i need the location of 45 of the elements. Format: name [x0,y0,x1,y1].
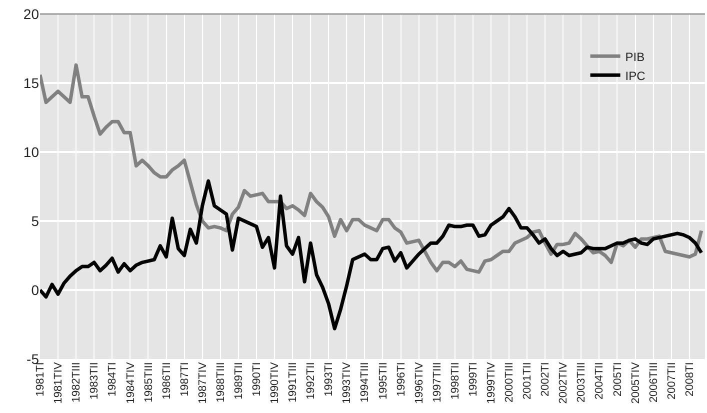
x-tick-label: 1987TI [178,362,191,396]
x-tick-label: 1990TI [251,362,264,396]
x-tick-label: 2002TI [540,362,552,396]
x-tick-label: 2003TIII [576,362,588,403]
legend-label: PIB [625,50,645,64]
x-tick-label: 2005TI [612,362,624,396]
x-tick-label: 1990TIV [269,362,282,404]
x-tick-label: 1987TIV [196,362,209,404]
y-tick-label: 15 [23,74,40,91]
y-tick-label: 0 [31,282,40,298]
x-tick-label: 2007TII [666,362,678,400]
legend-label: IPC [625,68,646,83]
x-tick-label: 1989TII [232,362,245,400]
x-tick-label: 1986TII [160,362,173,400]
x-tick-label: 1982TIII [70,362,83,403]
x-tick-label: 1985TIII [142,362,155,403]
x-tick-label: 2002TIV [558,362,570,404]
x-tick-label: 1996TIV [413,362,426,404]
x-tick-label: 2000TIII [504,362,516,403]
x-tick-label: 1983TII [88,362,101,400]
x-tick-label: 1998TII [449,362,462,400]
x-tick-label: 1994TIII [359,362,372,403]
x-tick-label: 1995TII [377,362,390,400]
x-tick-label: 1992TII [305,362,318,400]
x-tick-label: 1991TIII [287,362,300,403]
y-tick-label: 10 [23,144,40,160]
x-tick-label: 1997TIII [431,362,444,403]
x-tick-label: 1993TIV [341,362,354,404]
line-series [40,179,704,330]
x-tick-label: 1988TIII [214,362,227,403]
x-tick-label: 2004TII [594,362,606,400]
x-tick-label: 2001TII [522,362,534,400]
y-tick-label: 5 [31,212,40,229]
x-tick-label: 1981TIV [52,362,65,404]
line-series [40,63,704,274]
x-tick-label: 2008TI [684,362,696,396]
x-tick-label: 2006TIII [648,362,660,403]
x-tick-label: 1999TIV [486,362,498,404]
x-tick-label: 1999TI [467,362,480,396]
y-tick-label: 20 [23,6,40,22]
x-tick-label: 1984TIV [124,362,137,404]
x-tick-label: 1996TI [395,362,408,396]
x-tick-label: 1993TI [323,362,336,396]
x-tick-label: 1984TI [106,362,119,396]
x-tick-label: 2005TIV [630,362,642,404]
